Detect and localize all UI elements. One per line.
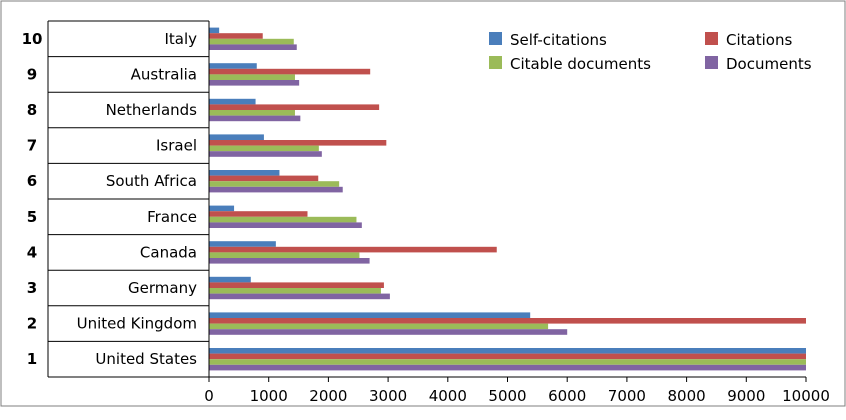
category-name-label: France [147,208,197,226]
bar-self-citations [209,205,235,212]
category-name-label: Germany [128,279,197,297]
category-name-label: Israel [156,137,197,155]
bar-self-citations [209,98,256,105]
bar-self-citations [209,63,257,69]
bar-citable-documents [209,288,381,294]
category-rank-label: 8 [27,101,37,119]
bar-citations [209,140,387,146]
x-tick-label: 6000 [548,387,586,405]
legend-swatch [489,56,502,69]
x-tick-label: 8000 [668,387,706,405]
bar-documents [209,151,322,157]
x-tick-label: 0 [204,387,214,405]
legend-label: Self-citations [510,31,607,49]
bar-citable-documents [209,359,806,365]
bar-citable-documents [209,181,340,187]
bar-documents [209,115,301,122]
category-rank-label: 4 [27,243,37,261]
bar-documents [209,329,568,335]
bar-citations [209,104,380,110]
bar-documents [209,44,297,50]
bar-citable-documents [209,216,357,223]
x-tick-label: 3000 [369,387,407,405]
bar-documents [209,293,390,300]
category-rank-label: 6 [27,172,37,190]
category-rank-label: 3 [27,279,37,297]
x-tick-label: 4000 [429,387,467,405]
bar-citable-documents [209,323,549,330]
bar-self-citations [209,241,276,247]
x-tick-label: 7000 [608,387,646,405]
bar-citations [209,68,371,75]
bar-citable-documents [209,110,295,116]
bar-citations [209,318,806,324]
x-tick-label: 10000 [782,387,830,405]
bar-documents [209,80,300,86]
bar-citations [209,246,497,253]
category-rank-label: 9 [27,65,37,83]
bar-citations [209,175,319,182]
category-name-label: Netherlands [106,101,198,119]
category-name-label: Australia [131,65,197,83]
category-name-label: United Kingdom [77,315,197,333]
x-tick-label: 5000 [488,387,526,405]
bar-citable-documents [209,74,295,80]
legend-label: Citable documents [510,55,651,73]
category-labels: 10 Italy 9 Australia 8 Netherlands 7 Israel 6 Sou… [22,30,198,368]
bar-citable-documents [209,38,294,45]
category-name-label: Italy [164,30,197,48]
category-rank-label: 5 [27,208,37,226]
legend-label: Documents [726,55,812,73]
bar-self-citations [209,27,220,34]
category-rank-label: 1 [27,350,37,368]
category-name-label: South Africa [106,172,197,190]
bar-citations [209,211,308,217]
bar-citations [209,282,384,288]
category-rank-label: 10 [22,30,43,48]
legend: Self-citations Citations Citable documents… [489,31,812,73]
legend-swatch [489,32,502,45]
bar-documents [209,364,806,371]
legend-swatch [705,56,718,69]
bar-citable-documents [209,252,360,258]
chart-frame [0,0,846,407]
bar-documents [209,258,370,264]
x-tick-label: 9000 [727,387,765,405]
bar-documents [209,222,362,228]
bars [209,27,806,371]
bar-citable-documents [209,145,319,152]
category-name-label: Canada [140,243,197,261]
bar-citations [209,353,806,360]
legend-label: Citations [726,31,792,49]
bar-self-citations [209,312,531,318]
bar-self-citations [209,276,251,283]
x-axis: 0 1000 2000 3000 4000 5000 6000 7000 8000 9000 100… [204,21,830,405]
bar-self-citations [209,348,806,354]
x-tick-label: 1000 [250,387,288,405]
bar-self-citations [209,170,280,176]
bar-citations [209,33,263,39]
legend-swatch [705,32,718,45]
x-tick-label: 2000 [309,387,347,405]
category-rank-label: 2 [27,315,37,333]
bar-documents [209,186,343,193]
category-grid [47,20,209,378]
category-name-label: United States [95,350,197,368]
bar-self-citations [209,134,264,140]
category-rank-label: 7 [27,137,37,155]
